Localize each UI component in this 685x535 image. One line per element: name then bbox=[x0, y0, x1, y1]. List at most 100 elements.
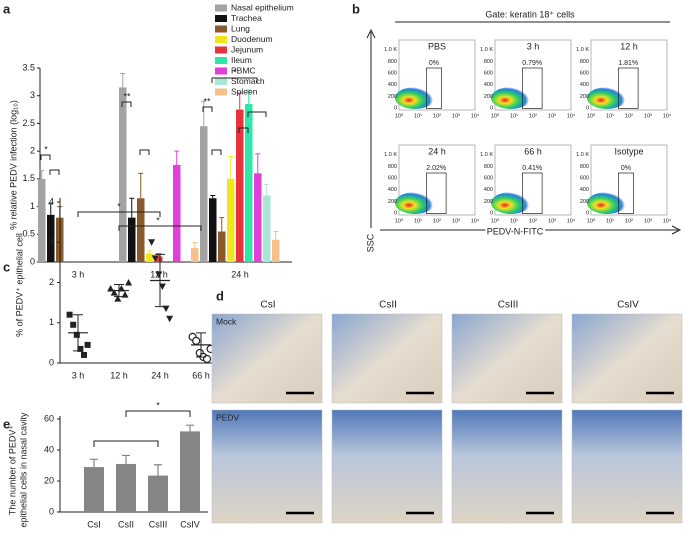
gate bbox=[426, 67, 442, 109]
panel-label: d bbox=[216, 288, 224, 303]
error-bar bbox=[138, 172, 144, 199]
y-tick-label: 800 bbox=[580, 164, 589, 170]
significance: ** bbox=[203, 96, 211, 106]
x-tick-label: 10⁰ bbox=[491, 112, 500, 119]
x-tick-label: 10⁰ bbox=[491, 217, 500, 224]
x-tick-label: 10¹ bbox=[510, 113, 518, 119]
plot-title: 3 h bbox=[527, 41, 540, 51]
bar bbox=[272, 239, 280, 262]
y-tick-label: 200 bbox=[388, 94, 397, 100]
y-tick-label: 3 bbox=[30, 90, 35, 100]
y-tick-label: 0 bbox=[394, 105, 397, 111]
error-bar bbox=[174, 150, 180, 165]
point bbox=[110, 289, 118, 296]
density bbox=[491, 192, 531, 214]
bar bbox=[38, 178, 46, 262]
point bbox=[107, 285, 115, 292]
x-tick-label: 10³ bbox=[452, 113, 460, 119]
x-tick-label: 3 h bbox=[72, 269, 85, 279]
x-tick-label: 10³ bbox=[644, 218, 652, 224]
bracket bbox=[40, 154, 51, 160]
y-tick-label: 40 bbox=[44, 444, 54, 454]
y-tick-label: 60 bbox=[44, 413, 54, 423]
column-label: CsI bbox=[261, 300, 276, 311]
legend-swatch bbox=[215, 15, 227, 22]
row-label: PEDV bbox=[216, 412, 239, 422]
bracket bbox=[139, 149, 150, 155]
y-tick-label: 400 bbox=[388, 187, 397, 193]
x-tick-label: 10³ bbox=[548, 113, 556, 119]
x-tick-label: 10¹ bbox=[414, 218, 422, 224]
error-bar bbox=[210, 194, 216, 199]
point bbox=[84, 341, 91, 348]
point bbox=[117, 285, 125, 292]
bracket bbox=[211, 149, 222, 155]
sd-bar bbox=[114, 284, 124, 298]
error-bar bbox=[39, 170, 45, 179]
density bbox=[491, 87, 531, 109]
error-bar bbox=[154, 464, 162, 476]
gate-percent: 1.81% bbox=[618, 60, 638, 67]
x-tick-label: 66 h bbox=[192, 370, 210, 380]
y-tick-label: 0 bbox=[490, 210, 493, 216]
y-tick-label: 2 bbox=[49, 277, 54, 287]
x-tick-label: 10³ bbox=[644, 113, 652, 119]
legend-swatch bbox=[215, 78, 227, 85]
x-axis-label: PEDV-N-FITC bbox=[487, 226, 544, 236]
bar bbox=[180, 431, 200, 512]
y-tick-label: 400 bbox=[580, 82, 589, 88]
y-tick-label: 400 bbox=[484, 187, 493, 193]
bar bbox=[84, 467, 104, 512]
x-tick-label: 10¹ bbox=[606, 113, 614, 119]
y-tick-label: 600 bbox=[484, 70, 493, 76]
y-tick-label: 1.0 K bbox=[576, 152, 589, 158]
error-bar bbox=[120, 73, 126, 88]
x-tick-label: CsIV bbox=[180, 519, 200, 529]
gate-percent: 2.02% bbox=[426, 165, 446, 172]
legend-swatch bbox=[215, 67, 227, 75]
legend-swatch bbox=[215, 46, 227, 54]
y-axis-label: epithelial cells in nasal cavity bbox=[18, 412, 28, 528]
gate-header: Gate: keratin 18⁺ cells bbox=[485, 9, 575, 19]
density bbox=[395, 192, 435, 214]
bar bbox=[254, 173, 262, 262]
micrograph bbox=[331, 409, 443, 524]
gate bbox=[522, 172, 543, 214]
panel-label: b bbox=[352, 1, 360, 16]
y-tick-label: 1.0 K bbox=[384, 152, 397, 158]
plot-title: Isotype bbox=[614, 146, 643, 156]
x-tick-label: 10⁰ bbox=[587, 112, 596, 119]
bar bbox=[137, 198, 145, 262]
bar bbox=[227, 178, 235, 262]
x-tick-label: 10² bbox=[433, 218, 441, 224]
bracket bbox=[238, 127, 249, 133]
gate-percent: 0.79% bbox=[522, 60, 542, 67]
y-tick-label: 600 bbox=[580, 175, 589, 181]
root: a b c d e 0 0.5 1 1.5 2 2.5 3 3.5 % relative PEDV inf… bbox=[3, 1, 683, 529]
bar bbox=[191, 248, 199, 262]
plot-title: 66 h bbox=[524, 146, 542, 156]
bar bbox=[119, 87, 127, 263]
micrograph bbox=[451, 409, 563, 524]
point bbox=[73, 331, 80, 338]
density bbox=[587, 192, 627, 214]
point bbox=[114, 295, 122, 302]
density bbox=[395, 87, 435, 109]
y-tick-label: 200 bbox=[484, 199, 493, 205]
legend-label: Stomach bbox=[231, 76, 265, 86]
bracket bbox=[202, 106, 213, 112]
error-bar bbox=[129, 197, 135, 218]
gate bbox=[618, 67, 639, 109]
y-tick-label: 1.0 K bbox=[480, 152, 493, 158]
bracket bbox=[77, 211, 161, 217]
x-tick-label: 10⁰ bbox=[395, 112, 404, 119]
point bbox=[148, 239, 156, 246]
point bbox=[125, 279, 133, 286]
x-tick-label: 10² bbox=[625, 218, 633, 224]
gate-percent: 0.41% bbox=[522, 165, 542, 172]
x-tick-label: 10⁰ bbox=[587, 217, 596, 224]
column-label: CsII bbox=[379, 300, 397, 311]
bracket bbox=[118, 225, 202, 231]
x-tick-label: 3 h bbox=[72, 370, 85, 380]
bracket bbox=[247, 111, 267, 117]
